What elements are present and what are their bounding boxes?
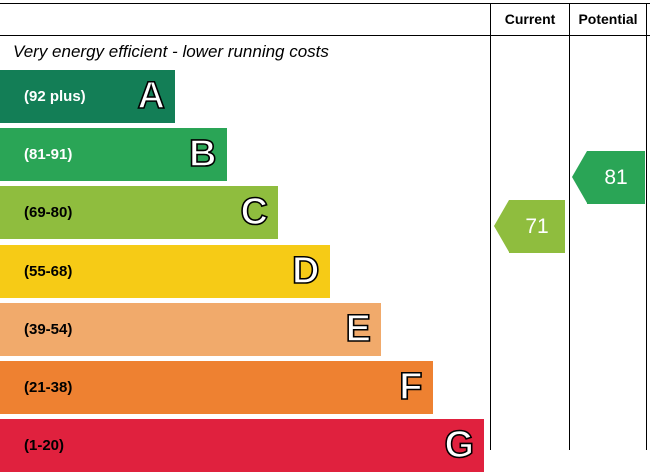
band-f: (21-38) F xyxy=(0,361,433,414)
band-c-letter: C xyxy=(240,191,269,235)
band-d-letter: D xyxy=(291,249,320,293)
potential-column-header: Potential xyxy=(578,11,638,27)
top-border xyxy=(0,3,650,4)
band-f-range: (21-38) xyxy=(24,379,73,396)
band-d-range: (55-68) xyxy=(24,262,73,280)
band-a-range: (92 plus) xyxy=(24,88,86,105)
current-column-divider xyxy=(490,3,491,450)
band-a-letter: A xyxy=(137,74,166,118)
band-f-letter: F xyxy=(398,365,423,409)
chart-subtitle: Very energy efficient - lower running co… xyxy=(13,42,329,61)
current-rating-pointer xyxy=(494,200,509,253)
band-a: (92 plus) A xyxy=(0,70,175,123)
band-d: (55-68) D xyxy=(0,244,330,298)
potential-column-divider xyxy=(569,3,570,450)
current-rating-marker: 71 xyxy=(494,200,565,254)
band-e-range: (39-54) xyxy=(24,320,73,338)
energy-rating-chart: Current Potential Very energy efficient … xyxy=(0,3,650,472)
current-column-header: Current xyxy=(504,11,556,27)
band-e: (39-54) E xyxy=(0,302,381,356)
band-g-letter: G xyxy=(444,423,475,467)
band-b-letter: B xyxy=(188,132,217,176)
band-e-letter: E xyxy=(345,307,372,351)
band-c-range: (69-80) xyxy=(24,204,73,222)
band-b: (81-91) B xyxy=(0,128,227,182)
right-border xyxy=(646,3,647,450)
current-rating-value: 71 xyxy=(509,200,565,254)
potential-rating-marker: 81 xyxy=(572,151,645,205)
header-divider xyxy=(0,35,650,36)
band-g: (1-20) G xyxy=(0,419,484,472)
band-c: (69-80) C xyxy=(0,186,278,240)
band-g-range: (1-20) xyxy=(24,437,65,455)
potential-rating-value: 81 xyxy=(587,151,645,205)
potential-rating-pointer xyxy=(572,151,587,204)
band-b-range: (81-91) xyxy=(24,146,73,164)
